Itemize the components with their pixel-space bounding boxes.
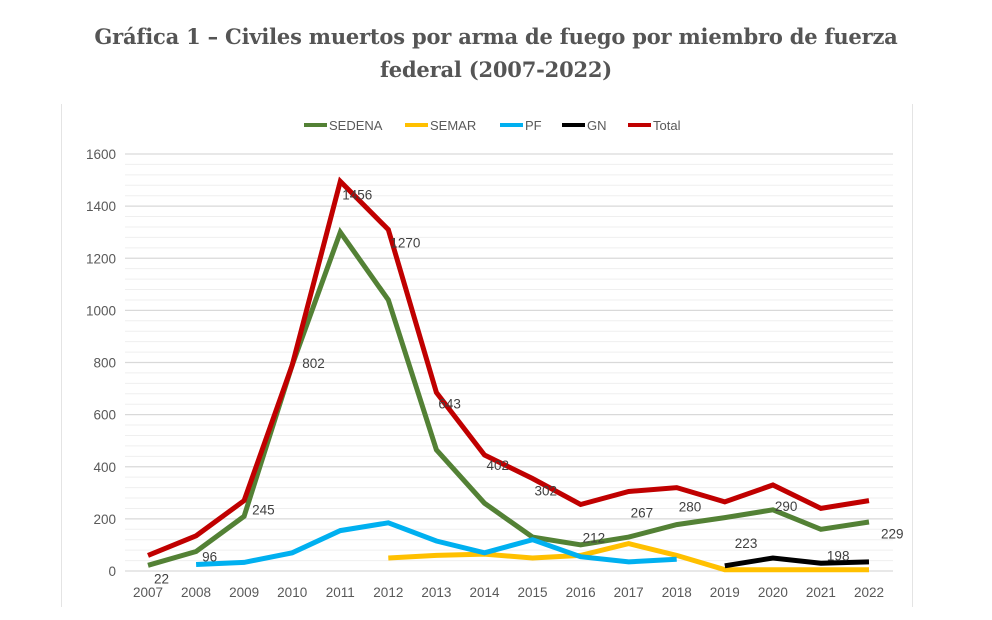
data-label: 22 — [154, 571, 169, 586]
gridlines — [125, 153, 893, 572]
data-label: 267 — [631, 506, 654, 521]
data-label: 229 — [881, 527, 904, 542]
legend-item-pf: PF — [500, 118, 542, 133]
series-lines — [147, 176, 870, 573]
series-line-pf — [195, 520, 677, 567]
x-tick-label: 2011 — [326, 585, 355, 600]
data-label: 1456 — [342, 187, 372, 202]
chart-title: Gráfica 1 – Civiles muertos por arma de … — [0, 20, 992, 86]
y-tick-label: 1600 — [86, 147, 116, 162]
x-tick-label: 2013 — [421, 585, 451, 600]
y-tick-label: 400 — [93, 460, 116, 475]
y-axis-ticks: 0 200 400 600 800 1000 1200 1400 1600 — [86, 147, 116, 579]
series-line-total — [147, 176, 870, 558]
series-line-gn — [724, 555, 870, 569]
data-label: 198 — [827, 548, 850, 563]
x-axis-ticks: 2007 2008 2009 2010 2011 2012 2013 2014 2015 2016… — [133, 585, 884, 600]
y-tick-label: 1000 — [86, 303, 116, 318]
x-tick-label: 2017 — [614, 585, 644, 600]
legend-label: SEMAR — [430, 118, 476, 133]
data-label: 302 — [535, 483, 558, 498]
series-line-sedena — [147, 226, 870, 568]
x-tick-label: 2019 — [710, 585, 740, 600]
data-label: 1270 — [390, 236, 420, 251]
x-tick-label: 2015 — [518, 585, 548, 600]
x-tick-label: 2007 — [133, 585, 163, 600]
legend-item-semar: SEMAR — [405, 118, 476, 133]
y-tick-label: 1200 — [86, 251, 116, 266]
chart-title-line-1: Gráfica 1 – Civiles muertos por arma de … — [94, 24, 898, 49]
y-tick-label: 200 — [93, 512, 116, 527]
data-label: 290 — [775, 499, 798, 514]
legend-label: PF — [525, 118, 542, 133]
data-label: 402 — [486, 458, 509, 473]
data-labels: 22 96 245 802 1456 1270 643 402 302 212 267 280 223 2… — [154, 187, 904, 586]
y-tick-label: 0 — [108, 564, 116, 579]
data-label: 245 — [252, 502, 275, 517]
x-tick-label: 2008 — [181, 585, 211, 600]
data-label: 223 — [735, 536, 758, 551]
legend: SEDENA SEMAR PF GN Total — [304, 118, 681, 133]
y-tick-label: 800 — [93, 356, 116, 371]
legend-item-total: Total — [628, 118, 681, 133]
x-tick-label: 2018 — [662, 585, 692, 600]
legend-label: SEDENA — [329, 118, 383, 133]
legend-label: Total — [653, 118, 681, 133]
y-tick-label: 1400 — [86, 199, 116, 214]
legend-item-gn: GN — [562, 118, 607, 133]
data-label: 96 — [202, 549, 217, 564]
x-tick-label: 2016 — [566, 585, 596, 600]
x-tick-label: 2020 — [758, 585, 788, 600]
data-label: 212 — [583, 531, 606, 546]
chart-frame — [61, 104, 913, 607]
x-tick-label: 2021 — [806, 585, 836, 600]
data-label: 802 — [302, 356, 325, 371]
x-tick-label: 2009 — [229, 585, 259, 600]
y-tick-label: 600 — [93, 408, 116, 423]
series-line-semar — [388, 541, 869, 573]
x-tick-label: 2022 — [854, 585, 884, 600]
legend-item-sedena: SEDENA — [304, 118, 383, 133]
x-tick-label: 2012 — [373, 585, 403, 600]
legend-label: GN — [587, 118, 607, 133]
x-tick-label: 2014 — [469, 585, 500, 600]
x-tick-label: 2010 — [277, 585, 307, 600]
data-label: 280 — [679, 500, 702, 515]
data-label: 643 — [438, 396, 461, 411]
chart-title-line-2: federal (2007-2022) — [379, 57, 613, 82]
